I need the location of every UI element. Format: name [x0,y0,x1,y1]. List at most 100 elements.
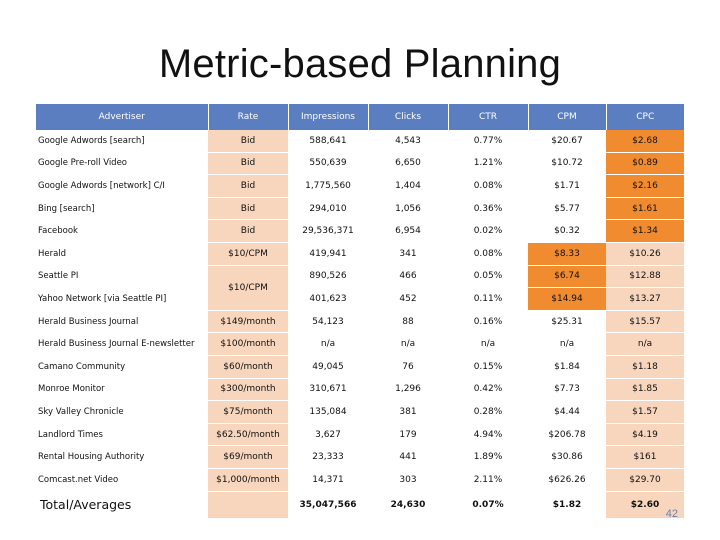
rate-cell: $100/month [208,332,288,356]
ctr-cell: n/a [448,332,528,356]
metrics-table: Advertiser Rate Impressions Clicks CTR C… [36,104,684,518]
advertiser-cell: Google Adwords [search] [36,130,208,153]
cpc-cell: $15.57 [606,310,684,334]
cpm-cell: $14.94 [528,287,606,311]
table-row: Bing [search] Bid 294,010 1,056 0.36% $5.77 $1… [36,197,684,221]
totals-label: Total/Averages [40,497,132,512]
impressions-cell: 419,941 [288,242,368,266]
table-row: Yahoo Network [via Seattle PI] 401,623 452… [36,287,684,311]
cpm-cell: $7.73 [528,378,606,402]
impressions-cell: 294,010 [288,197,368,221]
clicks-cell: 381 [368,400,448,424]
clicks-cell: 1,296 [368,378,448,402]
cpc-cell: $2.16 [606,174,684,198]
cpc-cell: $1.61 [606,197,684,221]
impressions-cell: 588,641 [288,130,368,153]
slide-title: Metric-based Planning [158,42,562,86]
clicks-cell: n/a [368,332,448,356]
clicks-cell: 441 [368,445,448,469]
cpm-cell: n/a [528,332,606,356]
advertiser-cell: Yahoo Network [via Seattle PI] [36,287,208,311]
advertiser-cell: Landlord Times [36,423,208,447]
table-row: Facebook Bid 29,536,371 6,954 0.02% $0.32 $1.3… [36,219,684,243]
header-row: Advertiser Rate Impressions Clicks CTR C… [36,104,684,130]
cpc-cell: $1.85 [606,378,684,402]
impressions-cell: 310,671 [288,378,368,402]
cpm-cell: $20.67 [528,130,606,153]
cpc-cell: $1.18 [606,355,684,379]
cpc-cell: $12.88 [606,265,684,289]
advertiser-cell: Monroe Monitor [36,378,208,402]
page-number: 42 [665,508,678,520]
ctr-cell: 0.05% [448,265,528,289]
clicks-cell: 6,650 [368,152,448,176]
rate-cell: $10/CPM [208,242,288,266]
impressions-cell: 14,371 [288,468,368,492]
cpm-cell: $6.74 [528,265,606,289]
clicks-cell: 1,056 [368,197,448,221]
header-ctr: CTR [448,104,529,130]
table-row: Seattle PI $10/CPM 890,526 466 0.05% $6.74 $12… [36,265,684,311]
advertiser-cell: Rental Housing Authority [36,445,208,469]
impressions-cell: 135,084 [288,400,368,424]
table-row: Rental Housing Authority $69/month 23,333 4… [36,445,684,469]
impressions-cell: 890,526 [288,265,368,289]
totals-impressions: 35,047,566 [299,499,357,510]
cpc-cell: $161 [606,445,684,469]
totals-cpc: $2.60 [606,491,684,518]
impressions-cell: 49,045 [288,355,368,379]
cpc-cell: $13.27 [606,287,684,311]
totals-ctr: 0.07% [472,499,504,510]
cpm-cell: $10.72 [528,152,606,176]
table-row: Herald Business Journal E-newsletter $100… [36,332,684,356]
table-row: Herald $10/CPM 419,941 341 0.08% $8.33 $10.26 [36,242,684,266]
rate-cell: Bid [208,197,288,221]
impressions-cell: n/a [288,332,368,356]
header-rate: Rate [208,104,289,130]
totals-rate [208,491,288,518]
table-row: Google Adwords [search] Bid 588,641 4,543 0.… [36,130,684,153]
cpc-cell: $1.34 [606,219,684,243]
totals-clicks: 24,630 [390,499,426,510]
clicks-cell: 76 [368,355,448,379]
rate-cell: Bid [208,130,288,153]
rate-cell: $1,000/month [208,468,288,492]
header-advertiser: Advertiser [36,104,209,130]
advertiser-cell: Camano Community [36,355,208,379]
rate-cell: $300/month [208,378,288,402]
header-cpm: CPM [528,104,607,130]
cpc-cell: $1.57 [606,400,684,424]
table-row: Comcast.net Video $1,000/month 14,371 303 2.… [36,468,684,492]
advertiser-cell: Herald [36,242,208,266]
ctr-cell: 0.02% [448,219,528,243]
cpm-cell: $0.32 [528,219,606,243]
cpm-cell: $4.44 [528,400,606,424]
rate-cell: $149/month [208,310,288,334]
cpm-cell: $206.78 [528,423,606,447]
cpm-cell: $626.26 [528,468,606,492]
impressions-cell: 23,333 [288,445,368,469]
header-impressions: Impressions [288,104,369,130]
totals-row: Total/Averages 35,047,566 24,630 0.07% $… [36,491,684,518]
table-row: Sky Valley Chronicle $75/month 135,084 381 0… [36,400,684,424]
rate-cell: $75/month [208,400,288,424]
clicks-cell: 1,404 [368,174,448,198]
ctr-cell: 0.15% [448,355,528,379]
ctr-cell: 0.08% [448,242,528,266]
table-row: Herald Business Journal $149/month 54,123 8… [36,310,684,334]
ctr-cell: 0.11% [448,287,528,311]
header-cpc: CPC [606,104,684,130]
cpc-cell: $29.70 [606,468,684,492]
cpm-cell: $8.33 [528,242,606,266]
ctr-cell: 0.16% [448,310,528,334]
cpc-cell: n/a [606,332,684,356]
table-row: Landlord Times $62.50/month 3,627 179 4.94% $… [36,423,684,447]
cpm-cell: $25.31 [528,310,606,334]
advertiser-cell: Facebook [36,219,208,243]
clicks-cell: 452 [368,287,448,311]
rate-cell: $69/month [208,445,288,469]
table-row: Monroe Monitor $300/month 310,671 1,296 0.42… [36,378,684,402]
advertiser-cell: Google Pre-roll Video [36,152,208,176]
clicks-cell: 303 [368,468,448,492]
ctr-cell: 0.42% [448,378,528,402]
